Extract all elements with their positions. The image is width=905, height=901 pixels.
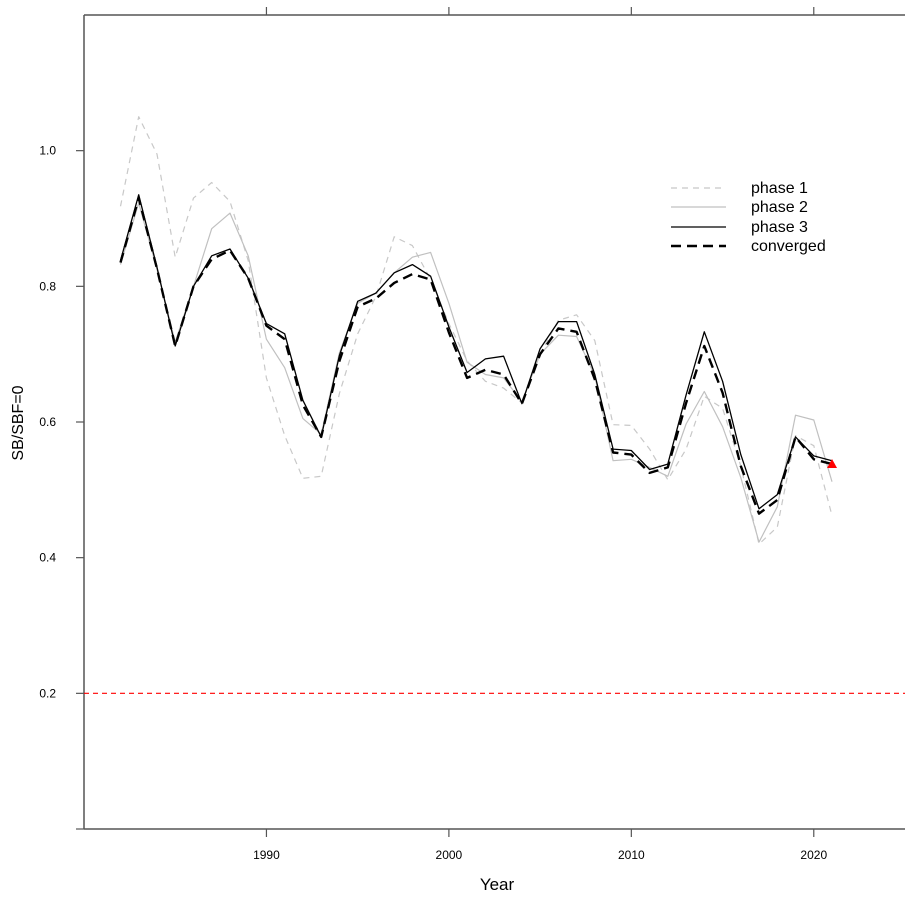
- series-line-phase-3: [119, 194, 833, 510]
- y-tick-label-0.4: 0.4: [39, 551, 56, 565]
- x-axis: 1990 2000 2010 2020: [253, 7, 827, 862]
- series-line-phase-2: [119, 202, 833, 543]
- y-tick-label-0.8: 0.8: [39, 279, 56, 293]
- y-tick-label-0.6: 0.6: [39, 415, 56, 429]
- x-tick-label-1990: 1990: [253, 848, 280, 862]
- final-point-marker: [827, 459, 838, 469]
- legend: phase 1 phase 2 phase 3 converged: [671, 180, 826, 255]
- x-tick-label-2000: 2000: [436, 848, 463, 862]
- y-axis: 0.2 0.4 0.6 0.8 1.0: [39, 144, 84, 830]
- final-point-layer: [827, 459, 838, 469]
- legend-label-converged: converged: [751, 238, 826, 255]
- series-layer: [119, 116, 833, 545]
- x-tick-label-2010: 2010: [618, 848, 645, 862]
- legend-label-phase-3: phase 3: [751, 219, 808, 236]
- y-axis-title: SB/SBF=0: [10, 385, 27, 460]
- y-tick-label-0.2: 0.2: [39, 686, 56, 700]
- legend-label-phase-1: phase 1: [751, 180, 808, 197]
- legend-label-phase-2: phase 2: [751, 199, 808, 216]
- series-line-phase-1: [119, 116, 833, 545]
- x-tick-label-2020: 2020: [800, 848, 827, 862]
- plot-frame: [83, 14, 905, 830]
- series-line-converged: [119, 196, 833, 515]
- x-axis-title: Year: [480, 875, 515, 894]
- y-tick-label-1: 1.0: [39, 144, 56, 158]
